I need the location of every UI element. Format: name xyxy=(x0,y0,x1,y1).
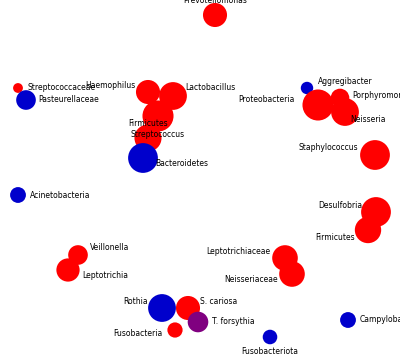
Text: Veillonella: Veillonella xyxy=(90,244,129,252)
Text: T. forsythia: T. forsythia xyxy=(212,318,255,326)
Text: Porphyromonas: Porphyromonas xyxy=(352,91,400,100)
Text: Fusobacteria: Fusobacteria xyxy=(113,330,162,339)
Point xyxy=(172,327,178,333)
Text: Pasteurellaceae: Pasteurellaceae xyxy=(38,96,99,104)
Text: Campylobacterota: Campylobacterota xyxy=(360,316,400,325)
Point xyxy=(342,109,348,115)
Point xyxy=(75,252,81,258)
Text: Rothia: Rothia xyxy=(123,297,148,306)
Text: Staphylococcus: Staphylococcus xyxy=(298,144,358,152)
Point xyxy=(185,305,191,311)
Text: Firmicutes: Firmicutes xyxy=(315,234,355,243)
Point xyxy=(315,102,321,108)
Text: Prevotellomonas: Prevotellomonas xyxy=(183,0,247,5)
Text: Neisseriaceae: Neisseriaceae xyxy=(224,275,278,284)
Text: Streptococcus: Streptococcus xyxy=(131,130,185,139)
Point xyxy=(170,93,176,99)
Point xyxy=(15,85,21,91)
Text: Leptotrichiaceae: Leptotrichiaceae xyxy=(206,248,270,257)
Point xyxy=(304,85,310,91)
Text: Aggregibacter: Aggregibacter xyxy=(318,78,373,87)
Text: Neisseria: Neisseria xyxy=(350,116,386,125)
Point xyxy=(195,319,201,325)
Text: Fusobacteriota: Fusobacteriota xyxy=(242,347,298,356)
Point xyxy=(289,271,295,277)
Point xyxy=(15,192,21,198)
Point xyxy=(140,155,146,161)
Text: Bacteroidetes: Bacteroidetes xyxy=(155,158,208,168)
Point xyxy=(155,113,161,119)
Text: Firmicutes: Firmicutes xyxy=(128,119,168,128)
Point xyxy=(337,95,343,101)
Point xyxy=(212,12,218,18)
Text: Desulfobria: Desulfobria xyxy=(318,200,362,209)
Point xyxy=(145,135,151,141)
Point xyxy=(373,209,379,215)
Text: Lactobacillus: Lactobacillus xyxy=(185,83,235,92)
Text: Proteobacteria: Proteobacteria xyxy=(239,96,295,104)
Point xyxy=(23,97,29,103)
Point xyxy=(159,305,165,311)
Text: Acinetobacteria: Acinetobacteria xyxy=(30,191,90,200)
Point xyxy=(282,255,288,261)
Point xyxy=(345,317,351,323)
Point xyxy=(145,89,151,95)
Text: Haemophilus: Haemophilus xyxy=(85,82,135,91)
Point xyxy=(267,334,273,340)
Text: Streptococcaceae: Streptococcaceae xyxy=(27,83,95,92)
Point xyxy=(365,227,371,233)
Point xyxy=(65,267,71,273)
Text: Leptotrichia: Leptotrichia xyxy=(82,270,128,279)
Point xyxy=(372,152,378,158)
Text: S. cariosa: S. cariosa xyxy=(200,297,237,306)
